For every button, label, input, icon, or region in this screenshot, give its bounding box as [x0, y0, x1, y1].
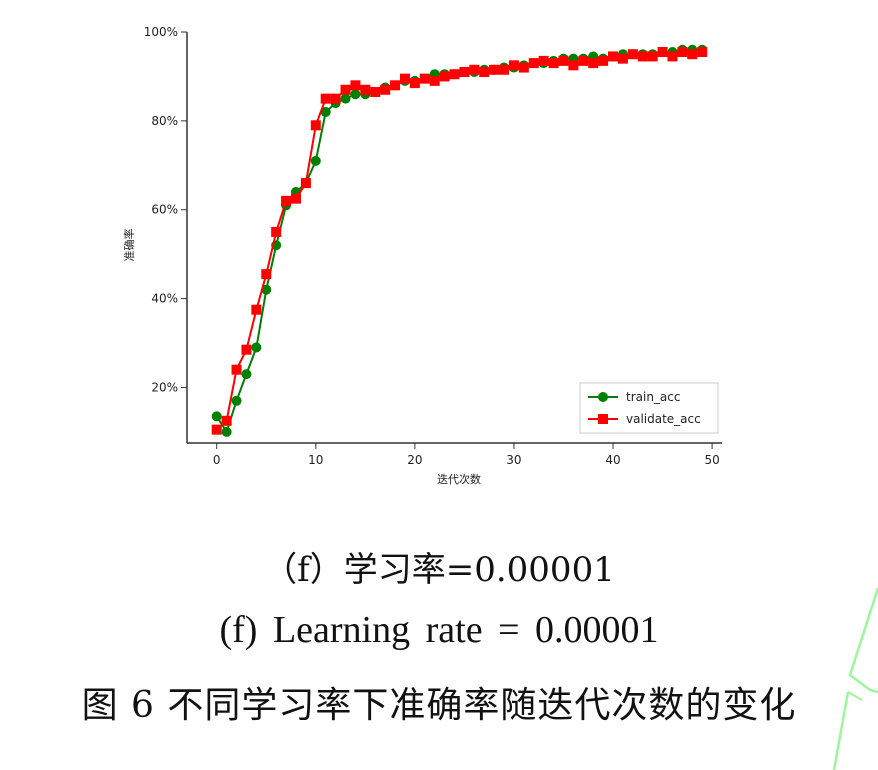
- validate_acc-point: [489, 64, 500, 75]
- train_acc-point: [211, 411, 222, 422]
- train_acc-line: [215, 48, 703, 435]
- validate_acc-point: [647, 51, 658, 62]
- validate_acc-point: [588, 58, 599, 69]
- x-tick-label: 0: [213, 453, 221, 467]
- train_acc-point: [310, 155, 321, 166]
- validate_acc-point: [627, 49, 638, 60]
- validate_acc-point: [221, 415, 232, 426]
- legend-label-train_acc: train_acc: [626, 390, 680, 404]
- validate_acc-point: [499, 64, 510, 75]
- validate_acc-point: [310, 120, 321, 131]
- x-tick-label: 30: [506, 453, 521, 467]
- validate_acc-point: [657, 46, 668, 57]
- subfigure-caption-en: (f) Learning rate = 0.00001: [219, 609, 659, 651]
- validate_acc-point: [459, 66, 470, 77]
- x-tick-label: 20: [407, 453, 422, 467]
- validate_acc-point: [241, 344, 252, 355]
- legend-marker-train_acc: [598, 392, 608, 402]
- validate_acc-point: [251, 304, 262, 315]
- validate_acc-point: [667, 51, 678, 62]
- train_acc-point: [251, 342, 262, 353]
- validate_acc-line: [216, 50, 703, 431]
- axes: 20% 40% 60% 80% 100% 0 10 20 30 40 50: [144, 25, 722, 467]
- legend: train_acc validate_acc: [579, 382, 719, 434]
- validate_acc-point: [231, 364, 242, 375]
- validate_acc-point: [439, 71, 450, 82]
- legend-label-validate_acc: validate_acc: [626, 412, 701, 426]
- validate_acc-point: [370, 86, 381, 97]
- legend-box: [579, 382, 719, 434]
- validate_acc-point: [508, 60, 519, 71]
- validate_acc-point: [568, 60, 579, 71]
- train_acc-point: [350, 89, 361, 100]
- validate_acc-point: [479, 66, 490, 77]
- y-tick-label: 20%: [151, 380, 178, 394]
- validate_acc-point: [469, 64, 480, 75]
- validate_acc-point: [608, 51, 619, 62]
- validate_acc-point: [350, 80, 361, 91]
- accuracy-line-chart: 20% 40% 60% 80% 100% 0 10 20 30 40 50 准确率 迭代次数 tra…: [122, 25, 722, 486]
- train_acc-point: [221, 426, 232, 437]
- validate_acc-point: [449, 69, 460, 80]
- validate_acc-point: [419, 73, 430, 84]
- figure-caption: 图 6 不同学习率下准确率随迭代次数的变化: [81, 685, 797, 726]
- validate_acc-point: [290, 193, 301, 204]
- validate_acc-point: [340, 84, 351, 95]
- validate_acc-point: [697, 46, 708, 57]
- validate_acc-point: [558, 55, 569, 66]
- validate_acc-point: [360, 84, 371, 95]
- validate_acc-point: [538, 55, 549, 66]
- validate_acc-point: [320, 93, 331, 104]
- validate_acc-point: [399, 73, 410, 84]
- validate_acc-point: [548, 58, 559, 69]
- x-axis-title: 迭代次数: [437, 472, 481, 486]
- legend-marker-validate_acc: [598, 414, 608, 424]
- validate_acc-point: [261, 269, 272, 280]
- validate_acc-point: [687, 49, 698, 60]
- y-tick-label: 80%: [151, 114, 178, 128]
- validate_acc-point: [390, 80, 401, 91]
- series-train_acc: [211, 44, 708, 437]
- validate_acc-point: [598, 55, 609, 66]
- y-axis-title: 准确率: [122, 229, 136, 262]
- y-tick-label: 100%: [144, 25, 178, 39]
- validate_acc-point: [677, 46, 688, 57]
- validate_acc-point: [281, 195, 292, 206]
- train_acc-point: [261, 284, 272, 295]
- series-layer: [211, 44, 708, 437]
- validate_acc-point: [429, 75, 440, 86]
- validate_acc-point: [518, 62, 529, 73]
- validate_acc-point: [211, 424, 222, 435]
- subfigure-caption-zh: （f）学习率=0.00001: [263, 550, 615, 590]
- x-tick-label: 10: [308, 453, 323, 467]
- x-tick-label: 40: [605, 453, 620, 467]
- train_acc-point: [241, 369, 252, 380]
- validate_acc-point: [300, 178, 311, 189]
- train_acc-point: [340, 93, 351, 104]
- validate_acc-point: [330, 93, 341, 104]
- watermark-star-decoration: [832, 587, 878, 770]
- x-tick-label: 50: [704, 453, 719, 467]
- y-tick-label: 60%: [151, 203, 178, 217]
- series-validate_acc: [211, 46, 708, 435]
- validate_acc-point: [637, 51, 648, 62]
- validate_acc-point: [271, 226, 282, 237]
- validate_acc-point: [528, 58, 539, 69]
- validate_acc-point: [617, 53, 628, 64]
- validate_acc-point: [578, 55, 589, 66]
- validate_acc-point: [409, 78, 420, 89]
- train_acc-point: [231, 395, 242, 406]
- train_acc-point: [320, 106, 331, 117]
- validate_acc-point: [380, 84, 391, 95]
- y-tick-label: 40%: [151, 292, 178, 306]
